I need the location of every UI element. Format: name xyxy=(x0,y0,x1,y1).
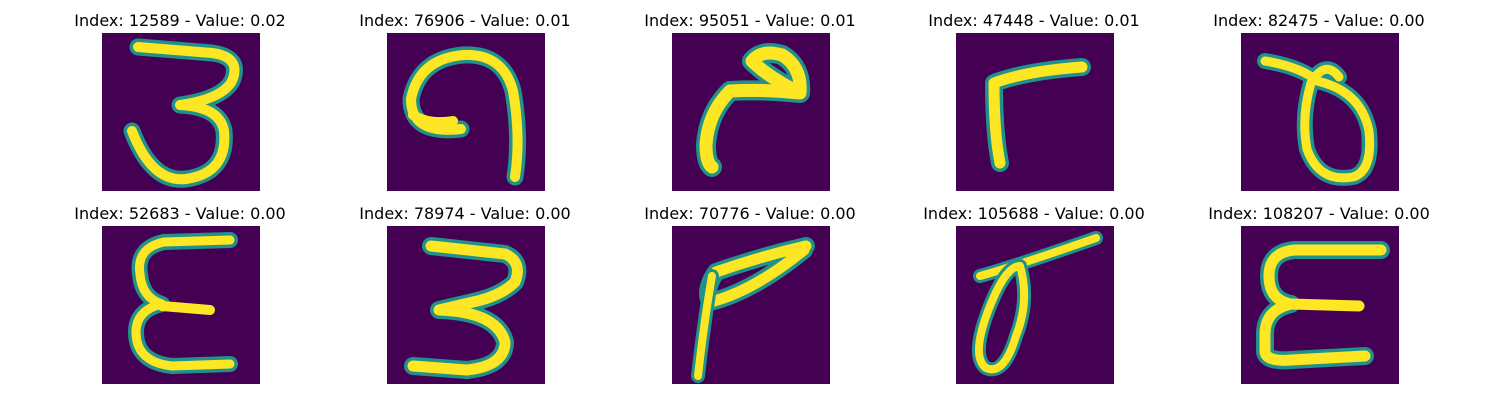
image-panel-1: Index: 12589 - Value: 0.02 xyxy=(30,11,330,201)
image-panel-4: Index: 47448 - Value: 0.01 xyxy=(884,11,1184,201)
handwritten-glyph-7-like-image-3 xyxy=(672,33,830,191)
handwritten-glyph-3-image-7 xyxy=(387,226,545,384)
handwritten-glyph-loop-image-5 xyxy=(1241,33,1399,191)
handwritten-glyph-epsilon-image-6 xyxy=(102,226,260,384)
panel-title-4: Index: 47448 - Value: 0.01 xyxy=(928,11,1140,30)
panel-title-6: Index: 52683 - Value: 0.00 xyxy=(74,204,286,223)
panel-title-8: Index: 70776 - Value: 0.00 xyxy=(644,204,856,223)
image-panel-7: Index: 78974 - Value: 0.00 xyxy=(315,204,615,394)
image-panel-6: Index: 52683 - Value: 0.00 xyxy=(30,204,330,394)
image-panel-8: Index: 70776 - Value: 0.00 xyxy=(600,204,900,394)
panel-title-9: Index: 105688 - Value: 0.00 xyxy=(923,204,1145,223)
handwritten-glyph-3-image-1 xyxy=(102,33,260,191)
handwritten-glyph-E-image-10 xyxy=(1241,226,1399,384)
image-panel-3: Index: 95051 - Value: 0.01 xyxy=(600,11,900,201)
panel-title-3: Index: 95051 - Value: 0.01 xyxy=(644,11,856,30)
panel-title-10: Index: 108207 - Value: 0.00 xyxy=(1208,204,1430,223)
image-panel-9: Index: 105688 - Value: 0.00 xyxy=(884,204,1184,394)
handwritten-glyph-loop-image-9 xyxy=(956,226,1114,384)
panel-title-2: Index: 76906 - Value: 0.01 xyxy=(359,11,571,30)
image-panel-10: Index: 108207 - Value: 0.00 xyxy=(1169,204,1469,394)
handwritten-glyph-r-image-4 xyxy=(956,33,1114,191)
handwritten-glyph-hook-image-2 xyxy=(387,33,545,191)
handwritten-glyph-7-like-image-8 xyxy=(672,226,830,384)
panel-title-7: Index: 78974 - Value: 0.00 xyxy=(359,204,571,223)
image-panel-5: Index: 82475 - Value: 0.00 xyxy=(1169,11,1469,201)
image-panel-2: Index: 76906 - Value: 0.01 xyxy=(315,11,615,201)
panel-title-1: Index: 12589 - Value: 0.02 xyxy=(74,11,286,30)
panel-title-5: Index: 82475 - Value: 0.00 xyxy=(1213,11,1425,30)
